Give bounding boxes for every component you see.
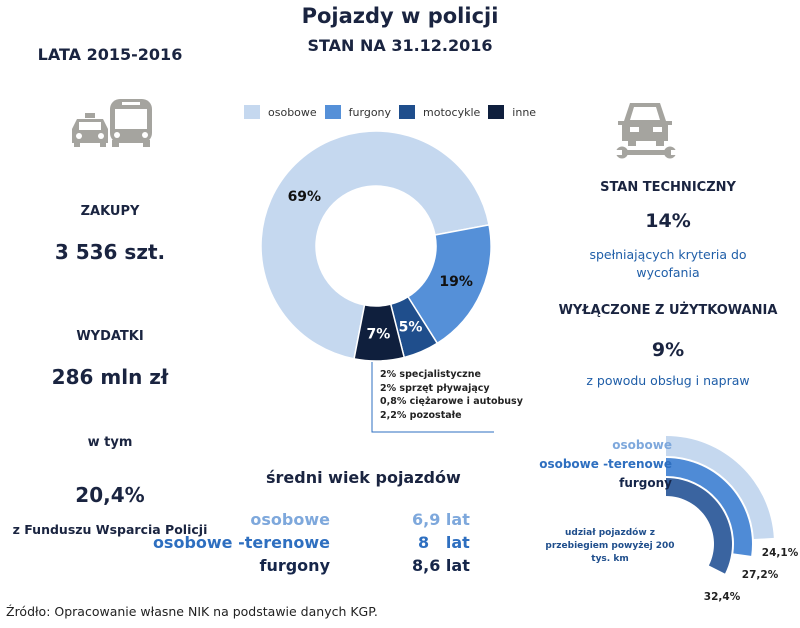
- page-subtitle: STAN NA 31.12.2016: [307, 36, 493, 55]
- age-label: osobowe -terenowe: [152, 533, 330, 552]
- legend-swatch: [324, 105, 341, 119]
- donut-slice-osobowe: [260, 130, 490, 360]
- age-label: osobowe: [250, 510, 330, 529]
- tech-label: STAN TECHNICZNY: [600, 180, 736, 195]
- age-value: 8 lat: [418, 533, 470, 552]
- excluded-value: 9%: [651, 339, 685, 361]
- legend-item: furgony: [324, 105, 392, 119]
- age-title: średni wiek pojazdów: [266, 468, 461, 487]
- radial-title: udział pojazdów z przebiegiem powyżej 20…: [545, 528, 675, 564]
- legend-label: furgony: [348, 105, 392, 119]
- radial-legend-item: osobowe: [612, 438, 672, 452]
- legend-item: motocykle: [399, 105, 480, 119]
- inne-breakdown: 2% specjalistyczne 2% sprzęt pływający 0…: [380, 368, 523, 422]
- callout-line: [371, 362, 494, 433]
- radial-bar-label: 27,2%: [742, 569, 779, 581]
- excluded-desc: z powodu obsług i napraw: [586, 373, 750, 388]
- legend-swatch: [244, 105, 260, 119]
- donut-slice-inne: [353, 303, 406, 362]
- radial-bar-label: 24,1%: [762, 547, 799, 559]
- page-title: Pojazdy w policji: [301, 4, 499, 28]
- tech-desc-2: wycofania: [636, 265, 700, 280]
- legend-swatch: [399, 105, 416, 119]
- donut-label: 69%: [288, 189, 322, 205]
- incl-value: 20,4%: [75, 483, 145, 507]
- car-wrench-icon: [614, 103, 679, 159]
- breakdown-item: 2% sprzęt pływający: [380, 382, 490, 394]
- tech-desc-1: spełniających kryteria do: [589, 247, 747, 262]
- legend-label: inne: [512, 105, 537, 119]
- purchases-value: 3 536 szt.: [54, 240, 166, 264]
- age-value: 8,6 lat: [412, 556, 470, 575]
- radial-bar-2: [666, 478, 733, 574]
- radial-legend-item: furgony: [619, 476, 672, 490]
- expenses-value: 286 mln zł: [51, 365, 169, 389]
- excluded-label: WYŁĄCZONE Z UŻYTKOWANIA: [558, 303, 778, 318]
- source-note: Źródło: Opracowanie własne NIK na podsta…: [6, 604, 378, 619]
- breakdown-item: 2% specjalistyczne: [380, 369, 481, 380]
- donut-label: 19%: [439, 274, 473, 290]
- period-label: LATA 2015-2016: [37, 45, 183, 64]
- donut-label: 7%: [367, 326, 391, 342]
- tech-value: 14%: [645, 210, 691, 232]
- legend-item: osobowe: [244, 105, 317, 119]
- radial-legend-item: osobowe -terenowe: [539, 457, 672, 471]
- donut-label: 5%: [399, 319, 423, 335]
- donut-legend: osobowe furgony motocykle inne: [244, 105, 544, 119]
- radial-bar-label: 32,4%: [704, 591, 741, 603]
- age-value: 6,9 lat: [412, 510, 470, 529]
- legend-swatch: [488, 105, 505, 119]
- breakdown-item: 0,8% ciężarowe i autobusy: [380, 396, 523, 407]
- legend-label: motocykle: [423, 105, 481, 119]
- incl-label: w tym: [87, 435, 133, 450]
- radial-bar-1: [666, 458, 752, 556]
- legend-item: inne: [488, 105, 536, 119]
- purchases-label: ZAKUPY: [80, 204, 140, 219]
- legend-label: osobowe: [268, 105, 317, 119]
- expenses-label: WYDATKI: [76, 329, 144, 344]
- radial-bar-chart: 24,1% 27,2%32,4%: [666, 436, 799, 603]
- age-label: furgony: [259, 556, 330, 575]
- radial-bar-0: [666, 436, 774, 540]
- radial-legend: osobowe osobowe -terenowe furgony: [539, 436, 672, 493]
- taxi-bus-icon: [72, 99, 152, 147]
- incl-desc: z Funduszu Wsparcia Policji: [12, 522, 208, 537]
- breakdown-item: 2,2% pozostałe: [380, 409, 462, 421]
- donut-chart: 69% 19% 5% 7%: [260, 130, 492, 362]
